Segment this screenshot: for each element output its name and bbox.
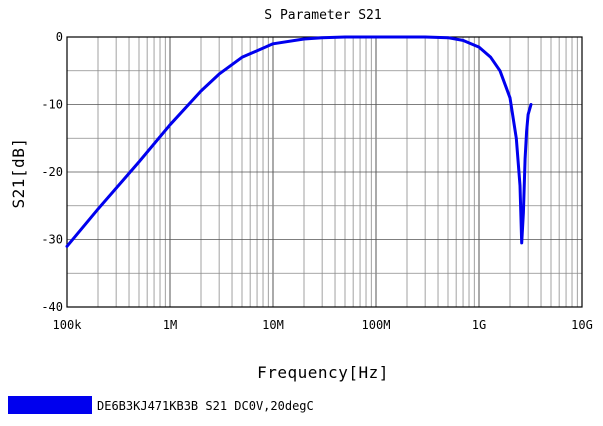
x-tick-label: 1G <box>472 318 486 332</box>
legend-swatch-series-1 <box>8 396 92 414</box>
y-tick-label: -30 <box>41 233 63 247</box>
legend: DE6B3KJ471KB3B S21 DC0V,20degC <box>8 396 314 414</box>
y-axis-title: S21[dB] <box>9 138 28 209</box>
legend-label-series-1: DE6B3KJ471KB3B S21 DC0V,20degC <box>97 399 314 413</box>
grid-lines <box>67 37 582 307</box>
x-axis-title: Frequency[Hz] <box>257 363 389 382</box>
x-tick-label: 100M <box>362 318 391 332</box>
x-tick-label: 10G <box>571 318 593 332</box>
tick-labels: 100k 1M 10M 100M 1G 10G 0 -10 -20 -30 -40 <box>41 30 593 332</box>
x-tick-label: 1M <box>163 318 177 332</box>
y-tick-label: -10 <box>41 98 63 112</box>
chart-title: S Parameter S21 <box>264 8 381 23</box>
y-tick-label: 0 <box>56 30 63 44</box>
x-tick-label: 100k <box>53 318 83 332</box>
y-tick-label: -20 <box>41 165 63 179</box>
series-line-1 <box>65 35 533 248</box>
series-layer <box>65 35 533 248</box>
x-tick-label: 10M <box>262 318 284 332</box>
y-tick-label: -40 <box>41 300 63 314</box>
